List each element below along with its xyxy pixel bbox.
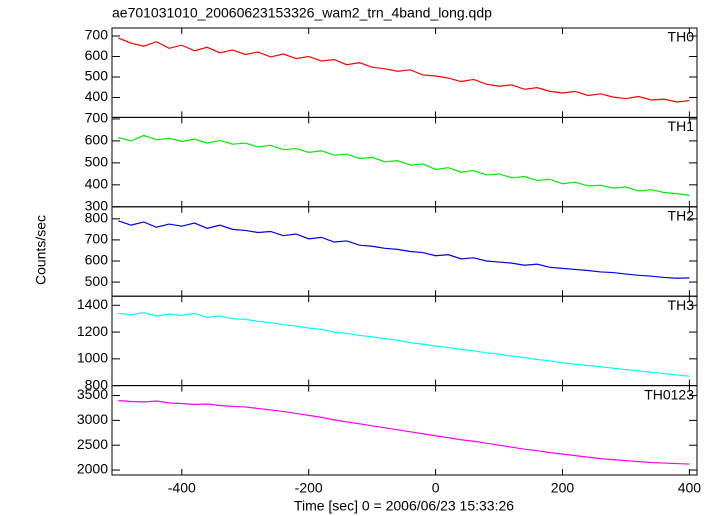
- chart-title: ae701031010_20060623153326_wam2_trn_4ban…: [112, 5, 492, 21]
- y-tick-label: 3500: [77, 386, 108, 402]
- light-curve: [118, 37, 690, 103]
- panel-frame: [111, 27, 698, 118]
- y-tick-label: 800: [85, 376, 109, 392]
- y-tick-label: 2000: [77, 461, 108, 477]
- y-tick-label: 800: [85, 210, 109, 226]
- y-tick-label: 2500: [77, 436, 108, 452]
- light-curve: [118, 220, 690, 279]
- y-tick-label: 1000: [77, 350, 108, 366]
- y-tick-label: 400: [85, 88, 109, 104]
- x-tick-label: 200: [551, 480, 575, 496]
- y-tick-label: 700: [85, 231, 109, 247]
- light-curve: [118, 134, 690, 196]
- x-tick-label: -200: [295, 480, 323, 496]
- y-tick-label: 1400: [77, 296, 108, 312]
- panel-label: TH1: [668, 118, 695, 134]
- y-tick-label: 500: [85, 154, 109, 170]
- y-tick-label: 600: [85, 252, 109, 268]
- panel-frame: [111, 295, 698, 387]
- light-curve: [118, 312, 690, 377]
- panel-frame: [111, 385, 698, 476]
- panel-frame: [111, 206, 698, 297]
- y-tick-label: 500: [85, 68, 109, 84]
- x-tick-label: 400: [678, 480, 702, 496]
- panel-label: TH2: [668, 208, 695, 224]
- y-tick-label: 1200: [77, 323, 108, 339]
- panel-frame: [111, 116, 698, 208]
- y-tick-label: 300: [85, 198, 109, 214]
- y-tick-label: 500: [85, 273, 109, 289]
- y-tick-label: 700: [85, 110, 109, 126]
- panel-label: TH0123: [644, 386, 694, 402]
- x-tick-label: -400: [168, 480, 196, 496]
- y-tick-label: 600: [85, 47, 109, 63]
- x-tick-label: 0: [432, 480, 440, 496]
- y-tick-label: 3000: [77, 411, 108, 427]
- panel-label: TH3: [668, 297, 695, 313]
- light-curve: [118, 399, 690, 465]
- y-axis-label: Counts/sec: [33, 215, 49, 285]
- y-tick-label: 600: [85, 132, 109, 148]
- panel-label: TH0: [668, 29, 695, 45]
- y-tick-label: 400: [85, 176, 109, 192]
- y-tick-label: 700: [85, 27, 109, 43]
- x-axis-label: Time [sec] 0 = 2006/06/23 15:33:26: [294, 498, 514, 514]
